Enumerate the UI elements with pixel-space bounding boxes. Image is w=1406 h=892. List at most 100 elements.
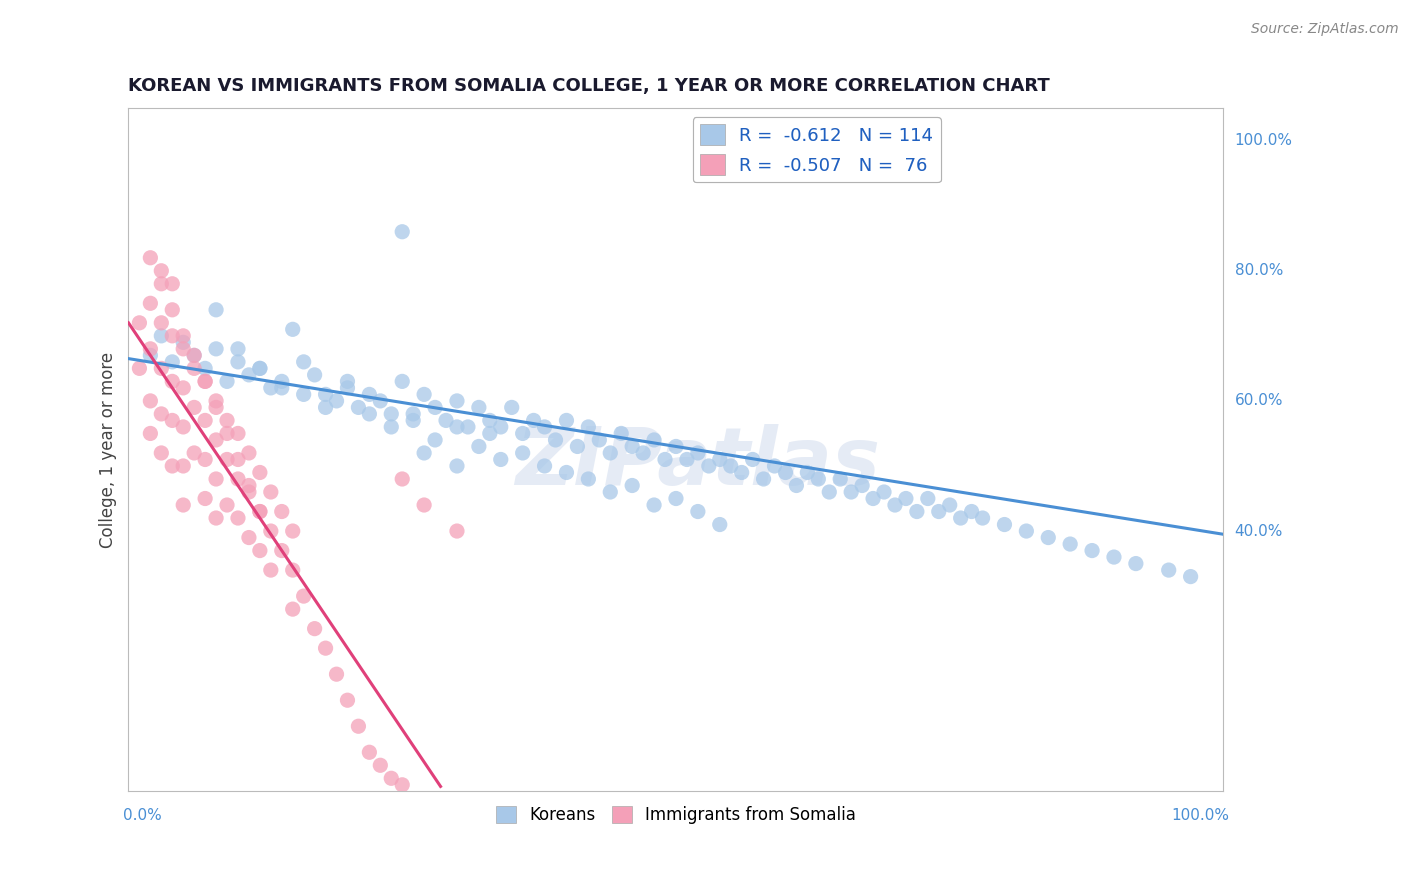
Text: 80.0%: 80.0%	[1234, 263, 1282, 278]
Point	[446, 524, 468, 538]
Point	[336, 693, 359, 707]
Point	[139, 251, 162, 265]
Point	[533, 458, 555, 473]
Point	[489, 420, 512, 434]
Point	[1081, 543, 1104, 558]
Point	[380, 772, 402, 786]
Point	[599, 446, 621, 460]
Point	[960, 504, 983, 518]
Point	[260, 485, 283, 500]
Point	[423, 401, 446, 415]
Point	[162, 302, 184, 317]
Point	[172, 381, 194, 395]
Point	[359, 407, 381, 421]
Point	[238, 485, 260, 500]
Point	[226, 472, 249, 486]
Point	[555, 466, 578, 480]
Point	[292, 387, 315, 401]
Point	[183, 348, 205, 362]
Point	[894, 491, 917, 506]
Point	[281, 563, 304, 577]
Point	[434, 413, 457, 427]
Point	[830, 472, 852, 486]
Point	[139, 342, 162, 356]
Point	[162, 277, 184, 291]
Point	[215, 426, 238, 441]
Point	[194, 413, 217, 427]
Point	[368, 393, 391, 408]
Point	[468, 401, 491, 415]
Point	[150, 277, 173, 291]
Point	[512, 426, 534, 441]
Point	[325, 667, 347, 681]
Text: 100.0%: 100.0%	[1171, 808, 1229, 823]
Point	[654, 452, 676, 467]
Point	[249, 361, 271, 376]
Point	[336, 375, 359, 389]
Point	[183, 348, 205, 362]
Point	[281, 524, 304, 538]
Point	[238, 446, 260, 460]
Point	[172, 342, 194, 356]
Point	[1059, 537, 1081, 551]
Point	[336, 381, 359, 395]
Point	[1102, 550, 1125, 565]
Point	[150, 264, 173, 278]
Point	[785, 478, 807, 492]
Point	[775, 466, 797, 480]
Point	[402, 413, 425, 427]
Text: 60.0%: 60.0%	[1234, 393, 1284, 409]
Text: 40.0%: 40.0%	[1234, 524, 1282, 539]
Text: Source: ZipAtlas.com: Source: ZipAtlas.com	[1251, 22, 1399, 37]
Point	[576, 420, 599, 434]
Point	[686, 504, 709, 518]
Point	[610, 426, 633, 441]
Point	[260, 563, 283, 577]
Point	[446, 420, 468, 434]
Point	[215, 413, 238, 427]
Text: KOREAN VS IMMIGRANTS FROM SOMALIA COLLEGE, 1 YEAR OR MORE CORRELATION CHART: KOREAN VS IMMIGRANTS FROM SOMALIA COLLEG…	[128, 78, 1050, 95]
Point	[215, 375, 238, 389]
Point	[731, 466, 754, 480]
Point	[226, 426, 249, 441]
Point	[1015, 524, 1038, 538]
Point	[162, 355, 184, 369]
Point	[270, 381, 292, 395]
Point	[172, 329, 194, 343]
Y-axis label: College, 1 year or more: College, 1 year or more	[100, 351, 117, 548]
Point	[1180, 569, 1202, 583]
Point	[720, 458, 742, 473]
Point	[162, 413, 184, 427]
Point	[172, 420, 194, 434]
Point	[752, 472, 775, 486]
Point	[128, 361, 150, 376]
Point	[851, 478, 873, 492]
Point	[818, 485, 841, 500]
Point	[162, 458, 184, 473]
Point	[205, 302, 228, 317]
Point	[315, 387, 337, 401]
Point	[226, 355, 249, 369]
Point	[807, 472, 830, 486]
Point	[172, 335, 194, 350]
Point	[205, 511, 228, 525]
Point	[676, 452, 699, 467]
Point	[599, 485, 621, 500]
Point	[555, 413, 578, 427]
Point	[391, 375, 413, 389]
Point	[391, 472, 413, 486]
Point	[938, 498, 960, 512]
Point	[150, 329, 173, 343]
Point	[489, 452, 512, 467]
Point	[292, 589, 315, 603]
Point	[643, 433, 665, 447]
Point	[446, 458, 468, 473]
Point	[763, 458, 786, 473]
Point	[325, 393, 347, 408]
Point	[523, 413, 546, 427]
Point	[139, 348, 162, 362]
Point	[292, 355, 315, 369]
Point	[423, 433, 446, 447]
Point	[183, 446, 205, 460]
Point	[139, 393, 162, 408]
